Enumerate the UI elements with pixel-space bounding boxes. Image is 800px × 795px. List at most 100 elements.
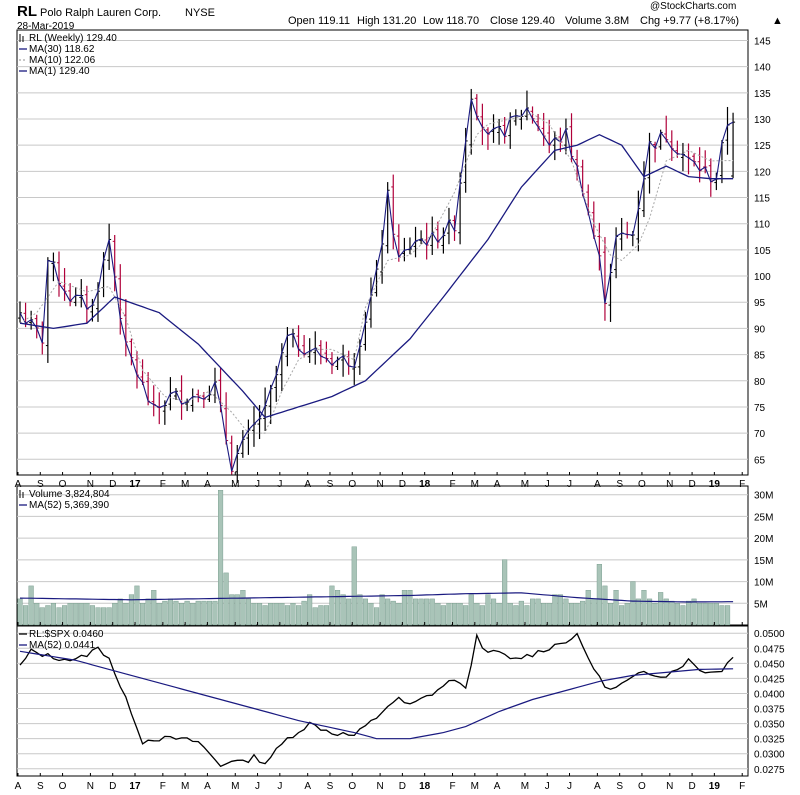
volume-bar [429, 598, 435, 626]
price-bar [731, 112, 736, 179]
ratio-panel: 0.0275 0.0300 0.0325 0.0350 0.0375 0.0400 0.04… [16, 625, 785, 777]
ratio-tick-label: 0.0425 [754, 674, 785, 685]
month-label: A [15, 479, 22, 490]
volume-bar [262, 605, 268, 626]
price-bar [285, 326, 290, 367]
price-bar [407, 237, 412, 255]
volume-bar [424, 598, 430, 626]
volume-bar [674, 603, 680, 626]
price-tick-label: 70 [754, 429, 766, 440]
ratio-tick-label: 0.0400 [754, 689, 785, 700]
volume-bar [407, 590, 413, 626]
volume-tick-label: 25M [754, 512, 773, 523]
volume-bar [725, 605, 731, 626]
volume-bar [56, 607, 62, 626]
volume-bar [195, 600, 201, 626]
month-label: M [181, 479, 189, 490]
volume-bar [708, 603, 714, 626]
price-bar [62, 268, 67, 301]
month-label: 17 [129, 781, 141, 792]
volume-bar [329, 585, 335, 626]
month-label: S [616, 781, 623, 792]
volume-bar [245, 598, 252, 626]
volume-bar [318, 605, 324, 626]
volume-bar [67, 603, 73, 626]
volume-bar [134, 585, 140, 626]
ratio-tick-label: 0.0450 [754, 659, 785, 670]
price-bar [446, 207, 451, 245]
volume-bar [557, 594, 563, 626]
volume-tick-label: 5M [754, 599, 768, 610]
volume-bar [457, 603, 463, 626]
month-label: M [231, 781, 239, 792]
volume-bar [145, 598, 151, 626]
legend-label: MA(1) 129.40 [29, 66, 90, 77]
legend-label: RL:$SPX 0.0460 [29, 629, 104, 640]
chart-date: 28-Mar-2019 [17, 21, 75, 32]
volume-bar [240, 590, 246, 626]
volume-bar [496, 603, 502, 626]
ratio-tick-label: 0.0375 [754, 705, 785, 716]
month-label: 19 [709, 781, 721, 792]
month-label: S [327, 781, 334, 792]
price-tick-label: 95 [754, 298, 766, 309]
price-bar [519, 109, 524, 130]
volume-bar [608, 603, 614, 626]
month-label: A [494, 781, 501, 792]
volume-bar [552, 594, 558, 626]
month-label: D [109, 781, 116, 792]
price-tick-label: 65 [754, 455, 766, 466]
legend-label: MA(30) 118.62 [29, 44, 95, 55]
volume-bar [446, 603, 452, 626]
month-label: N [666, 479, 673, 490]
price-bar [296, 325, 301, 357]
price-tick-label: 80 [754, 377, 766, 388]
volume-bar [585, 590, 591, 626]
legend-label: MA(52) 5,369,390 [29, 500, 109, 511]
volume-bar [479, 605, 485, 626]
volume-bar [530, 598, 536, 626]
volume-bar [574, 603, 580, 626]
volume-bar [474, 603, 480, 626]
month-label: J [545, 781, 550, 792]
month-label: A [304, 479, 311, 490]
open-value: Open 119.11 [288, 15, 350, 27]
volume-bar [368, 603, 374, 626]
ratio-tick-label: 0.0475 [754, 644, 785, 655]
month-label: F [449, 781, 455, 792]
volume-bar [613, 590, 619, 626]
volume-bar [257, 603, 263, 626]
month-label: O [638, 479, 646, 490]
month-label: 18 [419, 781, 431, 792]
volume-bar [452, 603, 458, 626]
volume-bar [212, 600, 218, 626]
volume-bar [418, 598, 424, 626]
volume-bar [379, 594, 385, 626]
volume-bar [357, 594, 363, 626]
month-label: 17 [129, 479, 141, 490]
volume-bar [39, 607, 45, 626]
price-bar [625, 221, 630, 239]
price-bar [279, 343, 284, 392]
month-label: M [231, 479, 239, 490]
price-bar [201, 392, 206, 409]
price-tick-label: 100 [754, 272, 771, 283]
volume-bar [502, 559, 508, 626]
volume-bar [73, 603, 79, 626]
price-bar [374, 259, 379, 297]
price-tick-label: 140 [754, 63, 771, 74]
volume-bar [691, 598, 697, 626]
price-bar [614, 227, 619, 279]
month-label: N [376, 781, 383, 792]
month-label: N [87, 479, 94, 490]
legend-label: Volume 3,824,804 [29, 489, 110, 500]
price-bar [179, 375, 184, 420]
price-tick-label: 125 [754, 141, 771, 152]
volume-bar [251, 603, 257, 626]
volume-bar [518, 600, 524, 626]
price-bar [79, 279, 84, 308]
volume-bar [201, 600, 207, 626]
price-bar [246, 419, 251, 455]
price-bar [413, 226, 418, 258]
month-label: A [204, 479, 211, 490]
